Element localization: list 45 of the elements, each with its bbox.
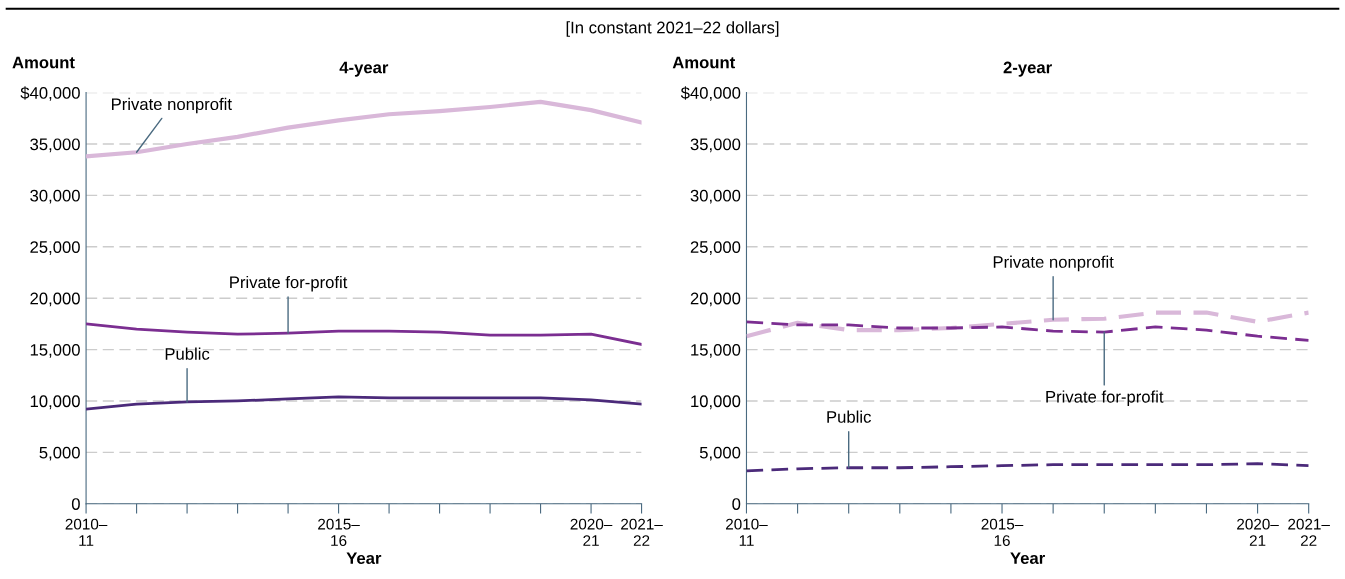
- y-tick-label: 25,000: [30, 241, 80, 255]
- line-series: [86, 322, 642, 346]
- y-tick-label: 25,000: [690, 241, 741, 255]
- y-tick-label: 20,000: [690, 292, 741, 307]
- text: [In constant 2021–22 dollars]: [566, 21, 779, 37]
- text: Private for-profit: [1046, 390, 1164, 406]
- y-tick-label: 10,000: [691, 395, 741, 410]
- x-axis-title: Year: [346, 552, 382, 565]
- x-tick-label: 2020– 21: [1237, 518, 1279, 546]
- line-series: [746, 320, 1309, 342]
- y-tick-label: 5,000: [39, 446, 80, 461]
- x-tick-label: 2015– 16: [318, 518, 360, 546]
- x-tick-label: 2010– 11: [65, 518, 108, 546]
- line-series: [746, 462, 1309, 473]
- y-tick-label: 15,000: [30, 343, 80, 358]
- y-tick-label: $40,000: [20, 86, 80, 101]
- x-tick-label: 2020– 21: [570, 518, 613, 546]
- line-series: [86, 99, 642, 159]
- chart-title: 4-year: [339, 61, 389, 77]
- x-tick-label: 2010– 11: [726, 518, 768, 546]
- line-series: [746, 310, 1309, 339]
- x-tick-label: 2015– 16: [981, 518, 1024, 546]
- series-label: Private nonprofit: [111, 97, 232, 114]
- y-tick-label: 5,000: [699, 446, 741, 461]
- text: Public: [827, 410, 871, 423]
- x-tick-label: 2021– 22: [1288, 518, 1330, 546]
- chart-title: 2-year: [1003, 61, 1052, 77]
- y-tick-label: 10,000: [30, 395, 80, 410]
- y-tick-label: 30,000: [690, 189, 741, 204]
- x-axis-title: Year: [1010, 552, 1045, 565]
- x-tick-label: 2021– 22: [621, 518, 663, 546]
- y-tick-label: 35,000: [30, 138, 80, 153]
- y-tick-label: 15,000: [691, 343, 741, 358]
- line-series: [86, 395, 642, 411]
- text: Private for-profit: [230, 275, 348, 292]
- y-axis-title: Amount: [12, 56, 75, 69]
- y-tick-label: 20,000: [30, 292, 80, 307]
- text: Private nonprofit: [993, 255, 1114, 272]
- y-tick-label: 0: [732, 498, 741, 510]
- y-tick-label: $40,000: [680, 86, 741, 101]
- y-tick-label: 0: [71, 498, 80, 510]
- text: Public: [165, 347, 210, 360]
- y-tick-label: 35,000: [690, 138, 741, 153]
- y-axis-title: Amount: [672, 56, 736, 69]
- y-tick-label: 30,000: [30, 189, 80, 204]
